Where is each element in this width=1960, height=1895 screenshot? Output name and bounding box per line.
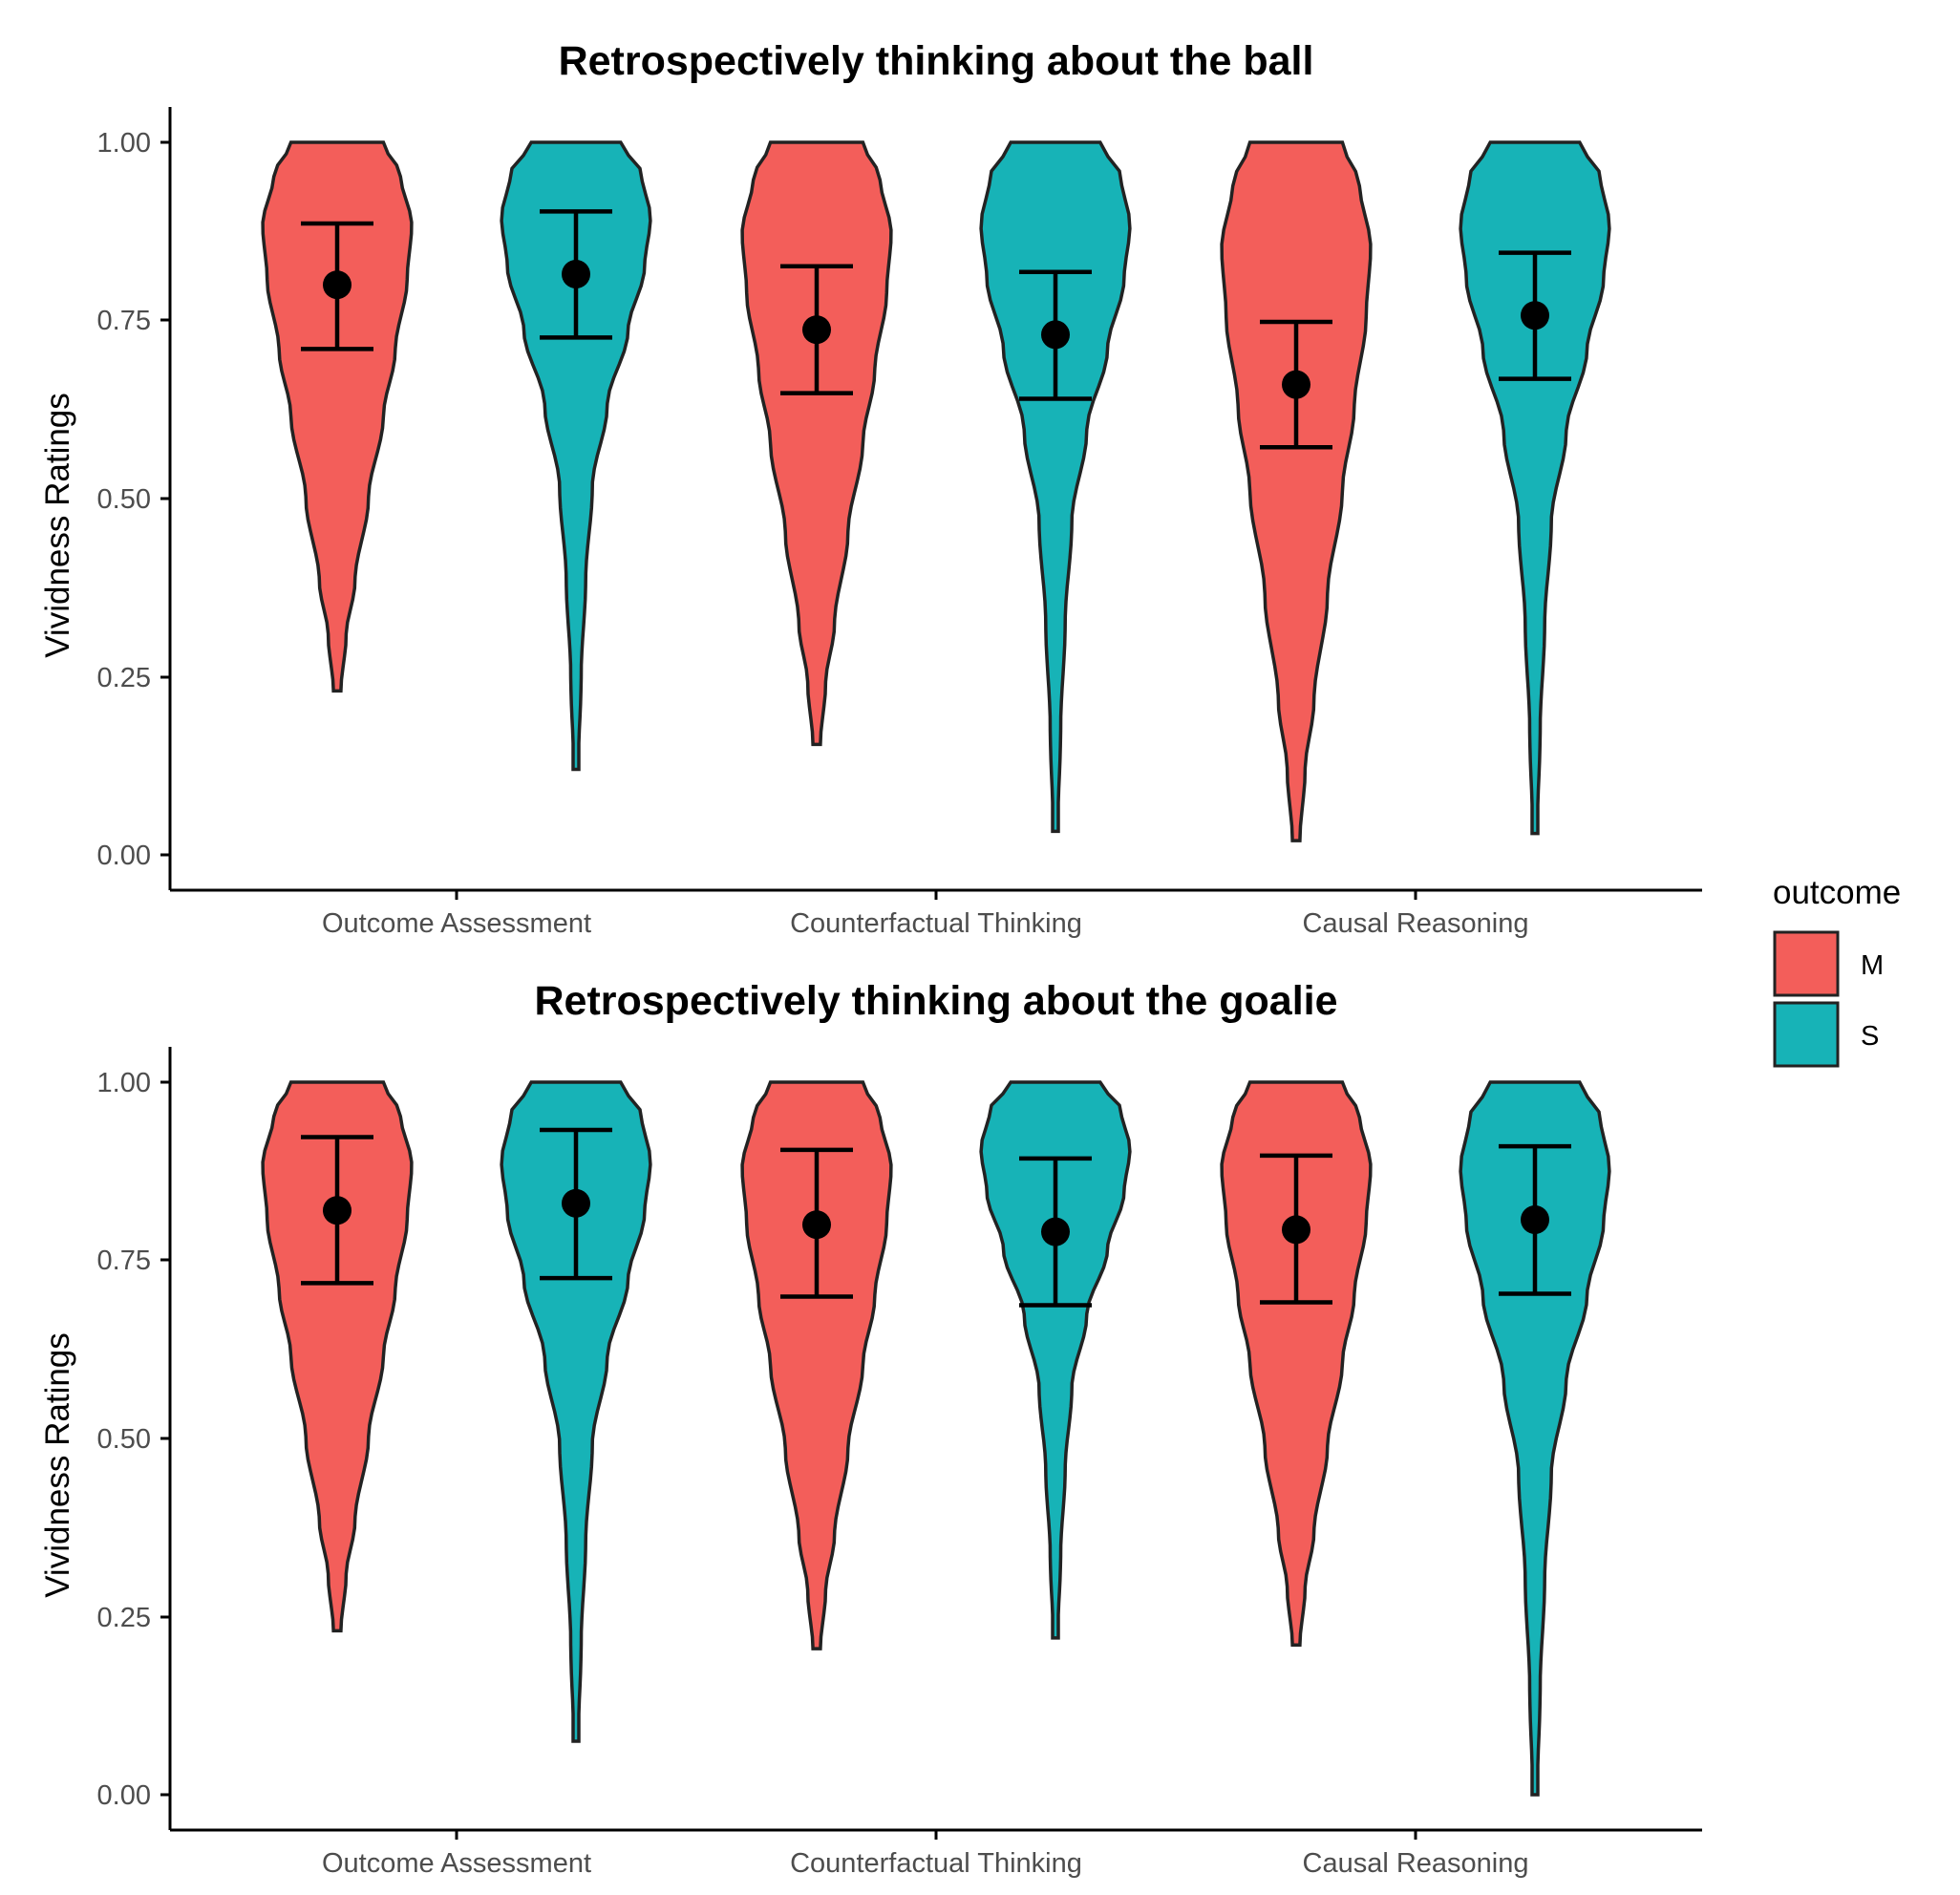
y-tick-label: 0.50 — [97, 484, 151, 515]
panel-goalie: Retrospectively thinking about the goali… — [39, 978, 1702, 1879]
x-category-label: Causal Reasoning — [1303, 1848, 1529, 1879]
mean-point-s-2 — [1041, 320, 1070, 350]
mean-point-s-2 — [1041, 1217, 1070, 1246]
violin-m-1 — [261, 140, 414, 693]
y-tick-label: 0.25 — [97, 663, 151, 693]
mean-point-s-3 — [1521, 301, 1549, 330]
mean-point-s-1 — [562, 260, 590, 289]
y-tick-label: 0.75 — [97, 1246, 151, 1276]
legend-key-m — [1773, 930, 1840, 997]
y-tick-label: 0.00 — [97, 841, 151, 871]
x-category-label: Counterfactual Thinking — [790, 1848, 1082, 1879]
y-tick-label: 0.50 — [97, 1424, 151, 1455]
panel-title-ball: Retrospectively thinking about the ball — [559, 38, 1314, 84]
violin-m-3 — [1220, 1080, 1373, 1648]
plot-area-goalie — [261, 1080, 1611, 1797]
x-category-label: Causal Reasoning — [1303, 908, 1529, 939]
mean-point-m-1 — [323, 270, 352, 300]
y-tick-label: 1.00 — [97, 1068, 151, 1098]
legend-label-s: S — [1861, 1021, 1879, 1052]
legend: outcome M S — [1773, 874, 1901, 1068]
violin-s-3 — [1459, 1080, 1611, 1797]
mean-point-m-3 — [1282, 370, 1310, 399]
violin-s-3 — [1459, 140, 1611, 836]
violin-s-1 — [500, 140, 652, 772]
violin-s-1 — [500, 1080, 652, 1743]
legend-title: outcome — [1773, 874, 1901, 911]
violin-m-3 — [1220, 140, 1373, 842]
mean-point-s-1 — [562, 1188, 590, 1218]
legend-key-s — [1773, 1001, 1840, 1068]
panel-ball: Retrospectively thinking about the ball … — [39, 38, 1702, 939]
y-tick-label: 0.25 — [97, 1603, 151, 1633]
y-axis-label-ball: Vividness Ratings — [39, 393, 76, 658]
y-tick-label: 0.00 — [97, 1780, 151, 1811]
mean-point-s-3 — [1521, 1204, 1549, 1234]
y-ticks-ball: 1.00 0.75 0.50 0.25 0.00 — [97, 128, 170, 871]
mean-point-m-1 — [323, 1196, 352, 1225]
mean-point-m-3 — [1282, 1215, 1310, 1245]
y-ticks-goalie: 1.00 0.75 0.50 0.25 0.00 — [97, 1068, 170, 1811]
x-category-label: Counterfactual Thinking — [790, 908, 1082, 939]
violin-s-2 — [979, 1080, 1132, 1640]
y-axis-label-goalie: Vividness Ratings — [39, 1332, 76, 1598]
mean-point-m-2 — [802, 315, 831, 345]
y-tick-label: 1.00 — [97, 128, 151, 159]
x-ticks-ball: Outcome Assessment Counterfactual Thinki… — [322, 890, 1529, 939]
violin-m-2 — [740, 140, 893, 747]
plot-area-ball — [261, 140, 1611, 842]
y-tick-label: 0.75 — [97, 306, 151, 336]
violin-s-2 — [979, 140, 1132, 834]
mean-point-m-2 — [802, 1210, 831, 1240]
panel-title-goalie: Retrospectively thinking about the goali… — [534, 978, 1337, 1024]
x-category-label: Outcome Assessment — [322, 1848, 591, 1879]
violin-m-2 — [740, 1080, 893, 1650]
x-ticks-goalie: Outcome Assessment Counterfactual Thinki… — [322, 1830, 1529, 1879]
violin-m-1 — [261, 1080, 414, 1633]
x-category-label: Outcome Assessment — [322, 908, 591, 939]
legend-label-m: M — [1861, 950, 1884, 981]
